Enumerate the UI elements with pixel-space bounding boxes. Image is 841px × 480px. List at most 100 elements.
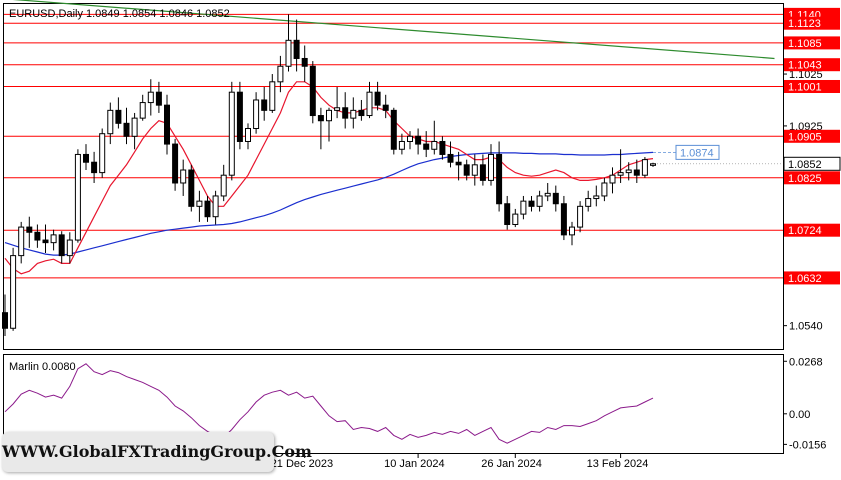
candle-body bbox=[609, 174, 616, 184]
candle-body bbox=[641, 159, 648, 176]
candle bbox=[520, 195, 527, 220]
candle-body bbox=[164, 104, 170, 145]
candle bbox=[317, 107, 324, 150]
candle bbox=[569, 221, 575, 246]
candle-body bbox=[601, 182, 608, 197]
candle bbox=[585, 190, 592, 212]
candle bbox=[479, 154, 486, 186]
level-label-box bbox=[784, 271, 840, 285]
candle bbox=[293, 19, 300, 72]
candle-body bbox=[139, 102, 146, 119]
ma-callout-box bbox=[675, 144, 720, 160]
candle bbox=[641, 157, 648, 178]
indicator-tick-label: 0.0268 bbox=[789, 356, 823, 368]
candle bbox=[431, 120, 438, 155]
candle bbox=[326, 107, 332, 142]
marlin-indicator: 0.0268 0.00 -0.0156 bbox=[4, 356, 826, 451]
candle-body bbox=[309, 65, 316, 117]
candle bbox=[536, 190, 543, 212]
candle bbox=[423, 131, 430, 158]
candle bbox=[26, 216, 33, 248]
time-axis: 21 Dec 2023 10 Jan 2024 26 Jan 2024 13 Feb … bbox=[271, 453, 648, 470]
candle-body bbox=[147, 91, 154, 104]
candle-body bbox=[350, 109, 357, 119]
candle-body bbox=[398, 140, 405, 150]
candle bbox=[609, 167, 616, 194]
candle-body bbox=[212, 195, 219, 218]
candle bbox=[560, 195, 567, 241]
level-label-box bbox=[784, 58, 840, 72]
candle bbox=[115, 97, 122, 129]
level-label-box bbox=[784, 79, 840, 93]
level-label: 1.1085 bbox=[788, 38, 822, 50]
candle bbox=[334, 87, 341, 119]
candle bbox=[544, 182, 551, 202]
candle bbox=[488, 144, 494, 186]
candle-body bbox=[593, 195, 600, 200]
indicator-plot-frame bbox=[3, 354, 784, 454]
candle-body bbox=[528, 200, 535, 207]
candle bbox=[204, 195, 211, 222]
candle bbox=[301, 45, 308, 82]
candle-body bbox=[228, 91, 235, 176]
candle bbox=[236, 81, 243, 150]
candle bbox=[366, 81, 373, 119]
candle-body bbox=[301, 57, 308, 67]
candle bbox=[552, 185, 559, 212]
candle bbox=[358, 99, 365, 121]
candle bbox=[382, 94, 389, 119]
candle bbox=[285, 14, 292, 72]
candle-body bbox=[107, 109, 114, 135]
candle bbox=[42, 224, 49, 254]
price-tick-label: 1.1025 bbox=[789, 69, 823, 81]
candle bbox=[633, 159, 640, 183]
candle bbox=[196, 190, 203, 222]
candle bbox=[398, 133, 405, 155]
candle bbox=[504, 195, 511, 230]
candle bbox=[625, 162, 632, 181]
candle bbox=[342, 92, 349, 129]
candle-body bbox=[447, 153, 454, 163]
candle bbox=[172, 138, 179, 191]
candle bbox=[212, 190, 219, 225]
candle-body bbox=[423, 143, 430, 150]
candle-body bbox=[58, 234, 65, 257]
main-plot-frame bbox=[3, 3, 784, 350]
candle bbox=[253, 92, 260, 134]
candle bbox=[10, 247, 17, 331]
candle bbox=[66, 232, 73, 264]
candle-body bbox=[155, 91, 162, 106]
time-tick-label: 10 Jan 2024 bbox=[384, 458, 445, 470]
candle-body bbox=[366, 91, 373, 117]
candle bbox=[180, 159, 187, 196]
candle bbox=[374, 81, 381, 111]
candle-body bbox=[496, 153, 503, 205]
indicator-tick-label: 0.00 bbox=[789, 409, 810, 421]
candle bbox=[577, 201, 584, 233]
candle bbox=[99, 128, 106, 178]
candle-body bbox=[569, 226, 575, 236]
candle-body bbox=[463, 164, 470, 176]
candle-body bbox=[220, 174, 227, 197]
candle-body bbox=[91, 161, 98, 174]
candle-body bbox=[131, 117, 138, 137]
candle-body bbox=[439, 140, 446, 155]
candle-body bbox=[650, 163, 656, 166]
candle bbox=[277, 55, 284, 93]
level-label: 1.1123 bbox=[788, 18, 821, 30]
candle bbox=[471, 154, 478, 186]
candle-body bbox=[536, 195, 543, 207]
candle-body bbox=[285, 39, 292, 67]
candle-body bbox=[479, 164, 486, 181]
candle-body bbox=[625, 169, 632, 174]
candle-body bbox=[253, 99, 260, 130]
candle bbox=[58, 231, 65, 264]
candle bbox=[350, 97, 357, 129]
candle bbox=[455, 151, 462, 181]
candle-body bbox=[123, 122, 130, 137]
horizontal-levels: 1.11401.11231.10851.10431.10011.09051.08… bbox=[4, 7, 840, 285]
candle-body bbox=[358, 109, 365, 117]
candle bbox=[74, 149, 81, 243]
